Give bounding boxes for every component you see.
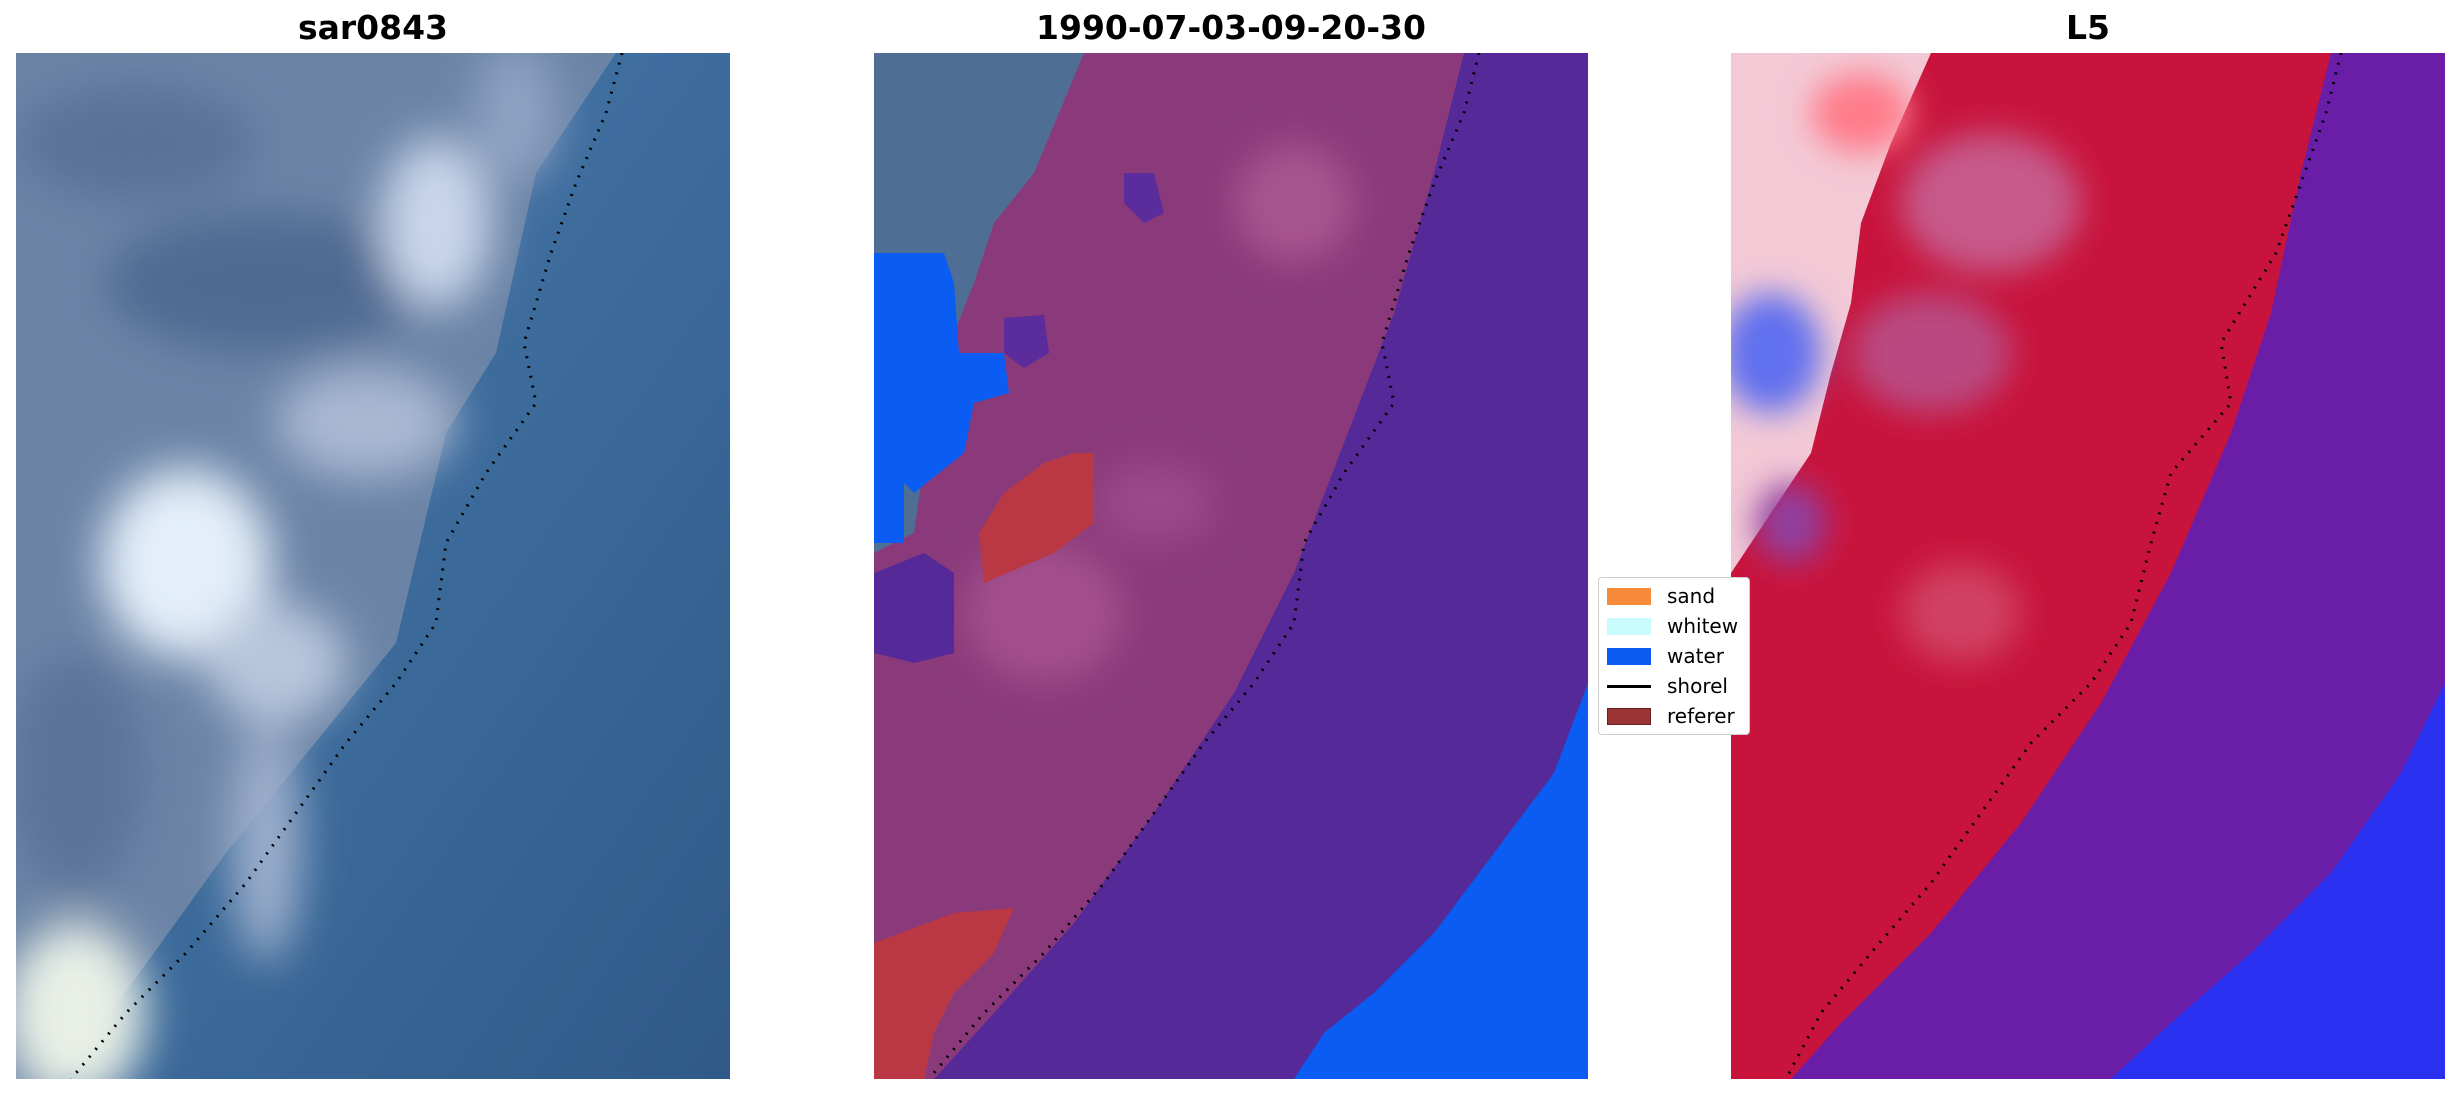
index-high-texture	[1731, 73, 1911, 563]
legend-item-whitewater: whitew	[1607, 614, 1739, 638]
index-high-region	[1731, 53, 1931, 573]
legend-label-sand: sand	[1667, 584, 1716, 608]
water-region-left	[874, 253, 1009, 543]
land-texture	[16, 53, 556, 1079]
legend-swatch-sand	[1607, 587, 1651, 605]
purple-patch-left	[874, 553, 954, 663]
index-panel	[1731, 53, 2445, 1079]
classification-panel	[874, 53, 1588, 1079]
legend-label-water: water	[1667, 644, 1724, 668]
land-class-texture	[964, 143, 1354, 683]
panel-title-index: L5	[2066, 8, 2110, 47]
land-class	[874, 53, 1464, 1079]
legend-swatch-water	[1607, 647, 1651, 665]
index-map	[1731, 53, 2445, 1079]
legend-label-reference: referer	[1667, 704, 1735, 728]
rgb-image	[16, 53, 730, 1079]
panel-title-classified: 1990-07-03-09-20-30	[1036, 8, 1426, 47]
legend: sand whitew water shorel referer	[1598, 577, 1750, 735]
water-region-right	[1294, 683, 1588, 1079]
legend-swatch-shoreline	[1607, 684, 1651, 688]
reference-region-mid	[979, 453, 1094, 583]
legend-item-sand: sand	[1607, 584, 1716, 608]
purple-patch-mid	[1004, 315, 1049, 368]
panel-title-rgb: sar0843	[297, 8, 449, 47]
legend-label-whitewater: whitew	[1667, 614, 1739, 638]
legend-label-shoreline: shorel	[1667, 674, 1728, 698]
purple-patch-small	[1124, 173, 1164, 223]
index-land-texture	[1851, 133, 2081, 663]
legend-item-shoreline: shorel	[1607, 674, 1728, 698]
rgb-image-panel	[16, 53, 730, 1079]
reference-region-bottom	[874, 908, 1014, 1079]
legend-item-reference: referer	[1607, 704, 1735, 728]
classification-map	[874, 53, 1588, 1079]
index-blue-region	[2111, 683, 2445, 1079]
legend-swatch-reference	[1607, 707, 1651, 725]
legend-item-water: water	[1607, 644, 1724, 668]
legend-swatch-whitewater	[1607, 617, 1651, 635]
